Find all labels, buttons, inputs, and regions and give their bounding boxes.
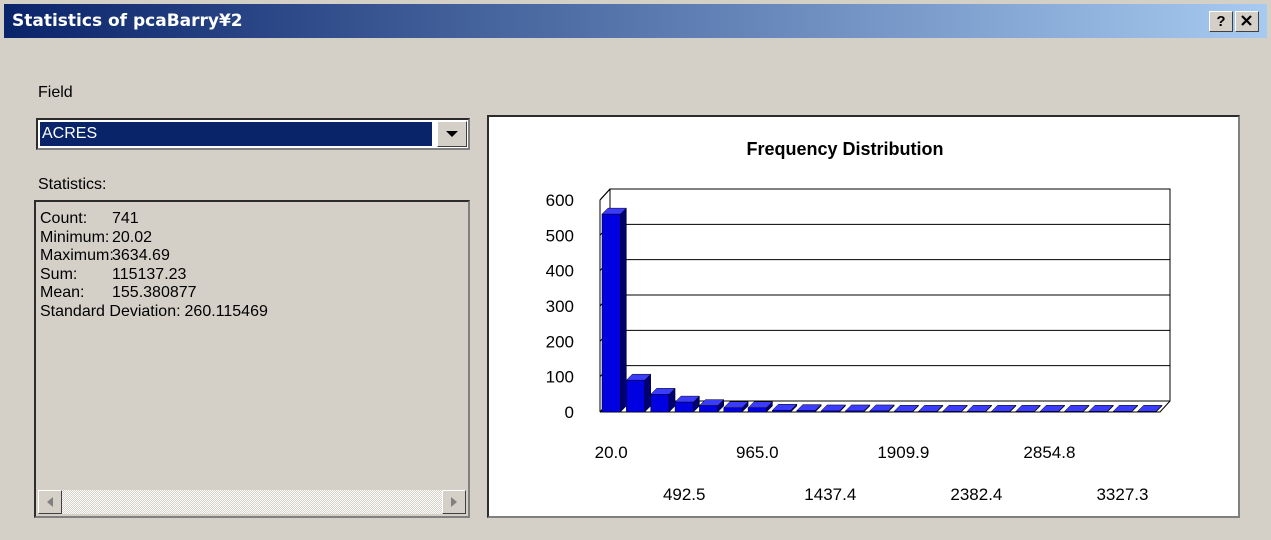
x-tick-label: 1437.4 bbox=[804, 485, 856, 504]
bar bbox=[1137, 411, 1157, 413]
statistics-box: Count: 741 Minimum: 20.02 Maximum: 3634.69 Sum… bbox=[34, 200, 470, 518]
bar bbox=[674, 401, 694, 413]
title-bar: Statistics of pcaBarry¥2 ? bbox=[4, 4, 1267, 38]
left-arrow bbox=[47, 497, 53, 507]
bar bbox=[893, 411, 913, 413]
x-tick-label: 492.5 bbox=[663, 485, 706, 504]
x-tick-label: 2382.4 bbox=[950, 485, 1002, 504]
bar-top bbox=[1015, 405, 1041, 412]
x-tick-label: 1909.9 bbox=[877, 443, 929, 462]
combo-arrow[interactable] bbox=[437, 121, 467, 147]
bar bbox=[1040, 411, 1059, 413]
bar-top bbox=[942, 405, 968, 412]
bar-top bbox=[1039, 405, 1066, 412]
y-tick-label: 100 bbox=[546, 368, 574, 387]
bar-top bbox=[1137, 405, 1163, 412]
bar bbox=[772, 409, 792, 413]
chart: Frequency Distribution 0 100 200 300 400 500 6… bbox=[546, 139, 1171, 504]
stat-value: 115137.23 bbox=[112, 265, 187, 283]
stat-row: Sum: 115137.23 bbox=[40, 265, 186, 284]
bar bbox=[650, 394, 670, 413]
y-tick-label: 600 bbox=[546, 191, 574, 210]
stat-label: Sum: bbox=[40, 265, 78, 283]
grid-line bbox=[599, 259, 1170, 272]
bar bbox=[1113, 411, 1132, 413]
bar-top bbox=[990, 405, 1017, 412]
stat-label: Standard Deviation: bbox=[40, 302, 181, 320]
window-title: Statistics of pcaBarry¥2 bbox=[12, 11, 243, 31]
close-button[interactable] bbox=[1235, 11, 1259, 32]
bar bbox=[820, 410, 840, 413]
bar bbox=[1015, 411, 1035, 413]
bar bbox=[626, 379, 645, 413]
scrollbar[interactable] bbox=[38, 490, 466, 514]
stat-value: 3634.69 bbox=[112, 247, 170, 264]
bar bbox=[869, 410, 889, 413]
bar-top bbox=[820, 404, 847, 412]
bar-side bbox=[644, 373, 651, 413]
grid-line bbox=[599, 294, 1170, 307]
statistics-label: Statistics: bbox=[38, 176, 107, 193]
bar bbox=[1088, 411, 1108, 413]
bar-top bbox=[869, 404, 895, 412]
stat-row: Mean: 155.380877 bbox=[40, 284, 197, 302]
right-arrow bbox=[451, 497, 457, 507]
chart-panel: Frequency Distribution 0 100 200 300 400 500 6… bbox=[487, 115, 1240, 518]
close-icon bbox=[1241, 15, 1252, 26]
bar-top bbox=[893, 405, 920, 412]
stat-value: 155.380877 bbox=[112, 284, 197, 301]
x-tick-label: 965.0 bbox=[736, 443, 779, 462]
stat-value: 741 bbox=[112, 210, 139, 227]
stat-label: Count: bbox=[40, 210, 88, 227]
help-button[interactable]: ? bbox=[1209, 11, 1233, 32]
bar bbox=[601, 213, 621, 413]
stat-row: Standard Deviation: 260.115469 bbox=[40, 303, 268, 321]
bar-side bbox=[620, 207, 627, 413]
bar bbox=[845, 410, 865, 413]
x-tick-label: 3327.3 bbox=[1096, 485, 1148, 504]
grid-line bbox=[599, 329, 1170, 342]
bar bbox=[796, 410, 816, 413]
bar bbox=[966, 411, 986, 413]
grid-line bbox=[599, 188, 1170, 201]
arrow-icon bbox=[446, 131, 458, 137]
bar bbox=[747, 407, 767, 413]
bar bbox=[991, 411, 1011, 413]
scroll-right[interactable] bbox=[442, 490, 466, 514]
bar-top bbox=[966, 405, 993, 412]
bar-top bbox=[1064, 405, 1090, 412]
stat-value: 20.02 bbox=[112, 228, 153, 246]
stat-row: Minimum: 20.02 bbox=[40, 228, 152, 247]
field-selected: ACRES bbox=[39, 121, 433, 147]
y-tick-label: 300 bbox=[546, 297, 574, 316]
bar-top bbox=[844, 404, 871, 412]
bar-top bbox=[917, 405, 944, 412]
stat-label: Mean: bbox=[40, 284, 85, 301]
grid-line bbox=[599, 223, 1170, 236]
bar-top bbox=[1112, 405, 1139, 412]
stat-label: Maximum: bbox=[40, 247, 114, 264]
stat-value: 260.115469 bbox=[184, 302, 268, 320]
bar bbox=[918, 411, 938, 413]
y-tick-label: 200 bbox=[546, 332, 574, 351]
bar bbox=[699, 405, 718, 413]
bar bbox=[1064, 411, 1084, 413]
grid-line bbox=[599, 365, 1170, 378]
field-label: Field bbox=[38, 84, 73, 101]
x-tick-label: 2854.8 bbox=[1023, 443, 1075, 462]
chart-title: Frequency Distribution bbox=[746, 139, 943, 159]
bar-top bbox=[1088, 405, 1114, 412]
stat-row: Count: 741 bbox=[40, 210, 139, 228]
stat-row: Maximum: 3634.69 bbox=[40, 247, 170, 265]
field-combo[interactable]: ACRES bbox=[36, 118, 470, 150]
y-tick-label: 500 bbox=[546, 226, 574, 245]
y-tick-label: 400 bbox=[546, 262, 574, 281]
y-tick-label: 0 bbox=[565, 403, 574, 422]
x-tick-label: 20.0 bbox=[595, 443, 628, 462]
stat-label: Minimum: bbox=[40, 228, 110, 246]
scroll-left[interactable] bbox=[38, 490, 62, 514]
bar bbox=[723, 407, 743, 413]
bar bbox=[942, 411, 962, 413]
